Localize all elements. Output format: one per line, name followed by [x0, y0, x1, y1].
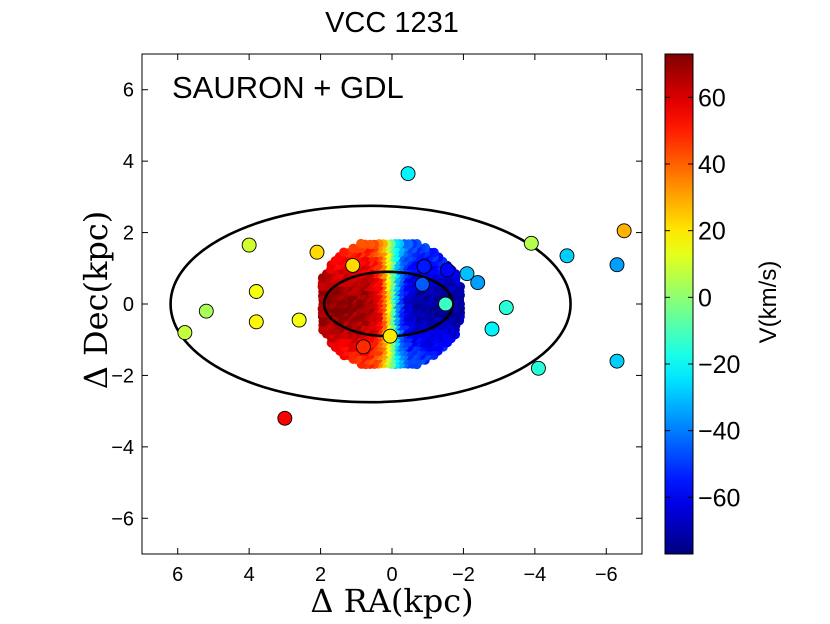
sauron-spaxel	[356, 238, 366, 249]
gc-point	[309, 244, 325, 260]
gc-point	[559, 248, 575, 264]
gc-point	[355, 339, 371, 355]
gc-point	[248, 284, 264, 299]
x-tick-label: 6	[172, 564, 183, 586]
gc-points	[177, 166, 632, 426]
y-tick-label: 0	[123, 294, 134, 316]
y-tick-label: 4	[123, 151, 134, 173]
x-tick-label: −6	[595, 564, 618, 586]
colorbar-gradient	[665, 54, 693, 554]
colorbar-tick-label: 0	[698, 284, 712, 312]
gc-point	[414, 276, 430, 292]
y-axis-ticks: 6 4 2 0 −2 −4 −6	[111, 80, 642, 530]
colorbar-tick-label: −60	[698, 484, 740, 512]
colorbar-tick-label: −20	[698, 351, 740, 379]
x-tick-label: 4	[244, 564, 255, 586]
gc-point	[439, 262, 455, 278]
y-tick-label: −2	[111, 365, 134, 387]
y-tick-label: −4	[111, 437, 134, 459]
x-tick-label: 2	[315, 564, 326, 586]
gc-point	[382, 328, 398, 344]
gc-point	[530, 360, 546, 376]
colorbar-label: V(km/s)	[755, 261, 782, 344]
gc-point	[241, 237, 257, 253]
x-tick-label: −4	[523, 564, 546, 586]
colorbar-frame	[664, 53, 694, 555]
sauron-spaxel	[348, 243, 358, 254]
gc-point	[277, 410, 293, 426]
gc-point	[498, 300, 514, 316]
x-axis-label: Δ RA(kpc)	[310, 582, 473, 620]
gc-point	[609, 257, 625, 273]
gc-point	[484, 321, 500, 337]
x-tick-label: 0	[386, 564, 397, 586]
colorbar: 60 40 20 0 −20 −40 −60	[664, 53, 740, 555]
colorbar-ticks: 60 40 20 0 −20 −40 −60	[665, 84, 740, 512]
gc-point	[198, 303, 214, 319]
y-axis-label: Δ Dec(kpc)	[77, 211, 115, 390]
gc-point	[459, 266, 475, 282]
y-tick-label: −6	[111, 508, 134, 530]
gc-point	[291, 312, 307, 328]
colorbar-tick-label: 40	[698, 151, 726, 179]
gc-point	[416, 259, 432, 274]
colorbar-tick-label: 60	[698, 84, 726, 112]
sauron-spaxel	[339, 247, 349, 257]
gc-point	[177, 325, 193, 341]
gc-point	[523, 235, 539, 251]
gc-point	[609, 353, 625, 369]
gc-point	[616, 223, 632, 239]
survey-annotation: SAURON + GDL	[172, 70, 404, 105]
y-tick-label: 2	[123, 223, 134, 245]
x-axis-ticks: 6 4 2 0 −2 −4 −6	[172, 54, 618, 586]
gc-point	[248, 314, 264, 330]
colorbar-tick-label: −40	[698, 418, 740, 446]
outer-isophote-ellipse	[169, 204, 572, 404]
gc-point	[470, 275, 486, 291]
x-tick-label: −2	[452, 564, 475, 586]
plot-area: 6 4 2 0 −2 −4 −6 6 4 2 0 −2 −4 −6	[111, 53, 643, 586]
chart-title: VCC 1231	[325, 7, 459, 39]
colorbar-tick-label: 20	[698, 218, 726, 246]
gc-point	[438, 296, 454, 312]
y-tick-label: 6	[123, 80, 134, 102]
gc-point	[345, 257, 361, 273]
gc-point	[400, 166, 416, 182]
